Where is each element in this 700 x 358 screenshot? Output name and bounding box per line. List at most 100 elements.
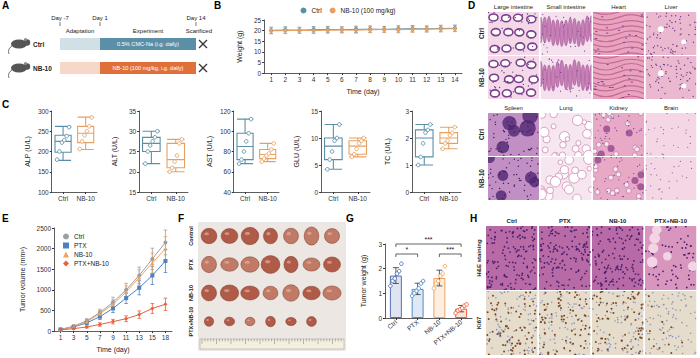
svg-text:NB-10 (100 mg/kg): NB-10 (100 mg/kg) (341, 7, 396, 15)
svg-text:PTX: PTX (559, 218, 571, 224)
svg-text:10: 10 (311, 135, 319, 142)
svg-text:8: 8 (368, 76, 372, 83)
svg-text:NB-10: NB-10 (33, 65, 52, 72)
svg-text:Time (day): Time (day) (346, 88, 379, 96)
svg-text:Heart: Heart (611, 4, 626, 10)
svg-text:3: 3 (298, 76, 302, 83)
svg-text:Ctrl: Ctrl (478, 28, 485, 39)
svg-text:Day 1: Day 1 (92, 15, 108, 21)
svg-text:5: 5 (85, 334, 89, 341)
svg-text:10: 10 (254, 48, 262, 55)
svg-text:4: 4 (312, 76, 316, 83)
svg-text:NB-10: NB-10 (258, 195, 277, 202)
svg-text:***: *** (424, 236, 432, 243)
svg-text:***: *** (446, 246, 454, 253)
svg-text:150: 150 (38, 168, 49, 175)
svg-text:Adaptation: Adaptation (66, 28, 95, 34)
svg-text:NB-10: NB-10 (167, 195, 186, 202)
svg-text:1: 1 (378, 290, 382, 297)
svg-text:9: 9 (382, 76, 386, 83)
svg-text:TC (U/L): TC (U/L) (384, 138, 392, 165)
svg-text:*: * (405, 246, 408, 253)
svg-text:25: 25 (254, 17, 262, 24)
svg-text:2000: 2000 (37, 245, 52, 252)
svg-text:Spleen: Spleen (504, 105, 523, 111)
svg-text:H: H (470, 213, 477, 224)
svg-text:NB-10: NB-10 (188, 285, 194, 301)
svg-text:2: 2 (378, 265, 382, 272)
svg-text:25: 25 (129, 148, 137, 155)
svg-text:E: E (2, 213, 9, 224)
svg-text:NB-10: NB-10 (478, 68, 485, 87)
svg-text:Ctrl: Ctrl (146, 195, 157, 202)
svg-text:C: C (2, 99, 9, 110)
svg-text:F: F (178, 213, 184, 224)
svg-text:PTX: PTX (74, 242, 87, 249)
svg-text:120: 120 (220, 108, 231, 115)
svg-text:GLU (U/L): GLU (U/L) (293, 136, 301, 168)
svg-text:1: 1 (269, 76, 273, 83)
svg-text:H&E staining: H&E staining (476, 239, 482, 277)
svg-text:11: 11 (123, 334, 130, 341)
svg-text:7: 7 (354, 76, 358, 83)
svg-text:Small intestine: Small intestine (546, 4, 586, 10)
svg-text:3: 3 (72, 334, 76, 341)
svg-text:0: 0 (47, 328, 51, 335)
svg-text:NB-10: NB-10 (349, 195, 368, 202)
svg-text:B: B (214, 0, 221, 11)
svg-text:PTX: PTX (188, 259, 194, 270)
svg-text:0.5% CMC-Na (i.g. daily): 0.5% CMC-Na (i.g. daily) (117, 41, 179, 47)
svg-text:0: 0 (405, 189, 409, 196)
svg-text:3: 3 (378, 241, 382, 248)
svg-text:Lung: Lung (559, 105, 572, 111)
svg-text:40: 40 (224, 189, 232, 196)
svg-text:NB-10: NB-10 (76, 195, 95, 202)
svg-text:A: A (2, 0, 9, 11)
svg-text:5: 5 (258, 59, 262, 66)
svg-text:2: 2 (284, 76, 288, 83)
svg-text:2: 2 (405, 135, 409, 142)
svg-text:NB-10: NB-10 (440, 195, 459, 202)
svg-text:2500: 2500 (37, 225, 52, 232)
svg-text:200: 200 (38, 148, 49, 155)
svg-text:1500: 1500 (37, 266, 52, 273)
svg-text:60: 60 (224, 168, 232, 175)
svg-text:Ctrl: Ctrl (240, 195, 251, 202)
svg-text:5: 5 (315, 162, 319, 169)
svg-text:ALT (U/L): ALT (U/L) (111, 137, 119, 167)
svg-text:PTX+NB-10: PTX+NB-10 (74, 260, 109, 267)
svg-text:PTX+NB-10: PTX+NB-10 (432, 318, 463, 346)
svg-text:Weight (g): Weight (g) (236, 30, 244, 62)
svg-text:Ki67: Ki67 (476, 316, 482, 329)
svg-text:0: 0 (315, 189, 319, 196)
svg-text:14: 14 (451, 76, 459, 83)
svg-text:AST (U/L): AST (U/L) (206, 136, 214, 167)
svg-text:NB-10: NB-10 (478, 169, 485, 188)
svg-text:500: 500 (40, 307, 51, 314)
svg-text:300: 300 (38, 108, 49, 115)
svg-text:1: 1 (405, 162, 409, 169)
svg-text:Control: Control (188, 226, 194, 246)
svg-text:20: 20 (129, 168, 137, 175)
svg-text:3: 3 (405, 108, 409, 115)
svg-text:15: 15 (254, 38, 262, 45)
svg-text:Ctrl: Ctrl (328, 195, 339, 202)
svg-text:Tumor volume (mm³): Tumor volume (mm³) (19, 247, 27, 312)
svg-text:Day 14: Day 14 (186, 15, 206, 21)
svg-text:15: 15 (149, 334, 157, 341)
svg-text:100: 100 (220, 128, 231, 135)
svg-text:20: 20 (254, 27, 262, 34)
svg-text:Ctrl: Ctrl (311, 7, 322, 14)
svg-text:250: 250 (38, 128, 49, 135)
svg-text:NB-10: NB-10 (74, 251, 93, 258)
svg-text:Liver: Liver (664, 4, 677, 10)
svg-text:ALP (U/L): ALP (U/L) (24, 136, 32, 167)
svg-text:Scarificed: Scarificed (186, 28, 212, 34)
svg-text:0: 0 (258, 70, 262, 77)
svg-text:1000: 1000 (37, 286, 52, 293)
svg-text:12: 12 (423, 76, 431, 83)
svg-text:PTX+NB-10: PTX+NB-10 (188, 307, 194, 337)
svg-text:1: 1 (59, 334, 63, 341)
svg-text:10: 10 (395, 76, 403, 83)
svg-text:Day -7: Day -7 (51, 15, 69, 21)
